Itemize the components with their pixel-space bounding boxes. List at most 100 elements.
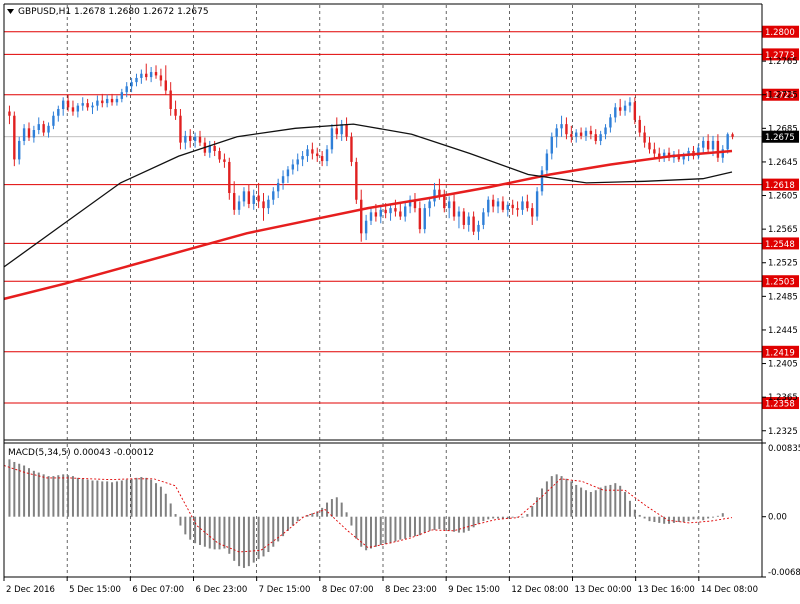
macd-histogram-bar xyxy=(541,488,544,517)
macd-histogram-bar xyxy=(379,516,382,545)
candle-body xyxy=(506,204,510,210)
macd-histogram-bar xyxy=(155,483,158,517)
candle-body xyxy=(66,100,70,108)
macd-histogram-bar xyxy=(350,516,353,526)
macd-histogram-bar xyxy=(545,481,548,517)
candle-body xyxy=(96,100,99,106)
macd-histogram-bar xyxy=(462,516,465,533)
candle-body xyxy=(682,156,685,160)
candle-body xyxy=(286,169,290,177)
macd-histogram-bar xyxy=(130,478,133,517)
candle-body xyxy=(110,98,114,103)
candle-body xyxy=(711,140,715,150)
macd-histogram-bar xyxy=(262,516,265,557)
macd-histogram-bar xyxy=(111,482,114,517)
candle-body xyxy=(47,125,50,133)
candle-body xyxy=(18,140,21,160)
macd-histogram-bar xyxy=(257,516,260,560)
macd-histogram-bar xyxy=(384,516,387,545)
candle-body xyxy=(477,224,480,232)
candle-body xyxy=(511,204,514,209)
candle-body xyxy=(81,103,84,106)
candle-body xyxy=(325,149,329,162)
macd-histogram-bar xyxy=(472,516,475,528)
macd-histogram-bar xyxy=(321,507,324,517)
candle-body xyxy=(364,220,368,234)
candle-body xyxy=(389,208,392,214)
macd-y-tick-label: -0.00683 xyxy=(768,568,800,578)
candle-body xyxy=(545,153,549,171)
candle-body xyxy=(535,191,539,217)
candle-body xyxy=(428,201,431,209)
candle-body xyxy=(330,128,334,150)
candle-body xyxy=(360,199,363,234)
macd-histogram-bar xyxy=(37,472,40,517)
macd-histogram-bar xyxy=(208,516,211,549)
macd-histogram-bar xyxy=(633,509,636,517)
y-tick-label: 1.2325 xyxy=(768,427,798,437)
candle-body xyxy=(27,128,31,138)
macd-histogram-bar xyxy=(716,515,719,517)
candle-body xyxy=(560,124,563,129)
candle-body xyxy=(164,80,167,91)
candle-body xyxy=(71,107,75,112)
macd-histogram-bar xyxy=(145,477,148,517)
macd-histogram-bar xyxy=(67,475,70,517)
candle-body xyxy=(721,149,724,158)
candle-body xyxy=(496,201,500,207)
macd-histogram-bar xyxy=(247,516,250,567)
current-price-box xyxy=(762,130,799,143)
x-tick-label: 8 Dec 23:00 xyxy=(385,585,437,595)
level-price-box xyxy=(762,88,799,101)
macd-histogram-bar xyxy=(252,516,255,563)
candle-body xyxy=(374,212,378,217)
symbol-info-text: GBPUSD,H1 1.2678 1.2680 1.2672 1.2675 xyxy=(18,7,209,17)
candle-body xyxy=(345,124,348,137)
candle-body xyxy=(658,153,661,158)
macd-histogram-bar xyxy=(374,516,377,547)
candle-body xyxy=(643,132,646,143)
x-tick-label: 5 Dec 15:00 xyxy=(69,585,121,595)
macd-histogram-bar xyxy=(628,500,631,517)
macd-histogram-bar xyxy=(32,470,35,517)
level-price-label: 1.2503 xyxy=(765,278,795,288)
candle-body xyxy=(247,191,251,204)
candle-body xyxy=(193,136,197,141)
macd-histogram-bar xyxy=(643,516,646,519)
candle-body xyxy=(198,136,202,143)
macd-histogram-bar xyxy=(609,484,612,517)
level-price-label: 1.2419 xyxy=(765,348,795,358)
candle-body xyxy=(526,201,529,209)
macd-histogram-bar xyxy=(355,516,358,539)
candle-body xyxy=(149,72,153,78)
macd-histogram-bar xyxy=(624,491,627,517)
candle-body xyxy=(501,201,505,210)
candle-body xyxy=(452,201,456,217)
candle-body xyxy=(37,124,40,131)
macd-histogram-bar xyxy=(223,516,226,549)
candle-body xyxy=(311,149,314,154)
candle-body xyxy=(42,124,45,133)
macd-histogram-bar xyxy=(394,516,397,542)
x-tick-label: 8 Dec 07:00 xyxy=(322,585,374,595)
candle-body xyxy=(662,152,666,158)
macd-histogram-bar xyxy=(340,502,343,517)
candle-body xyxy=(555,128,558,137)
macd-histogram-bar xyxy=(423,516,426,533)
candle-body xyxy=(213,145,216,152)
candle-body xyxy=(594,134,597,141)
macd-histogram-bar xyxy=(91,480,94,517)
macd-histogram-bar xyxy=(115,481,118,517)
collapse-arrow-icon[interactable] xyxy=(7,9,14,14)
macd-histogram-bar xyxy=(213,516,216,550)
candle-body xyxy=(296,159,299,165)
macd-histogram-bar xyxy=(453,516,456,532)
macd-histogram-bar xyxy=(560,476,563,517)
candle-body xyxy=(540,170,544,192)
x-tick-label: 13 Dec 16:00 xyxy=(638,585,695,595)
macd-histogram-bar xyxy=(604,485,607,517)
macd-histogram-bar xyxy=(125,479,128,517)
macd-histogram-bar xyxy=(169,503,172,517)
macd-histogram-bar xyxy=(712,516,715,518)
